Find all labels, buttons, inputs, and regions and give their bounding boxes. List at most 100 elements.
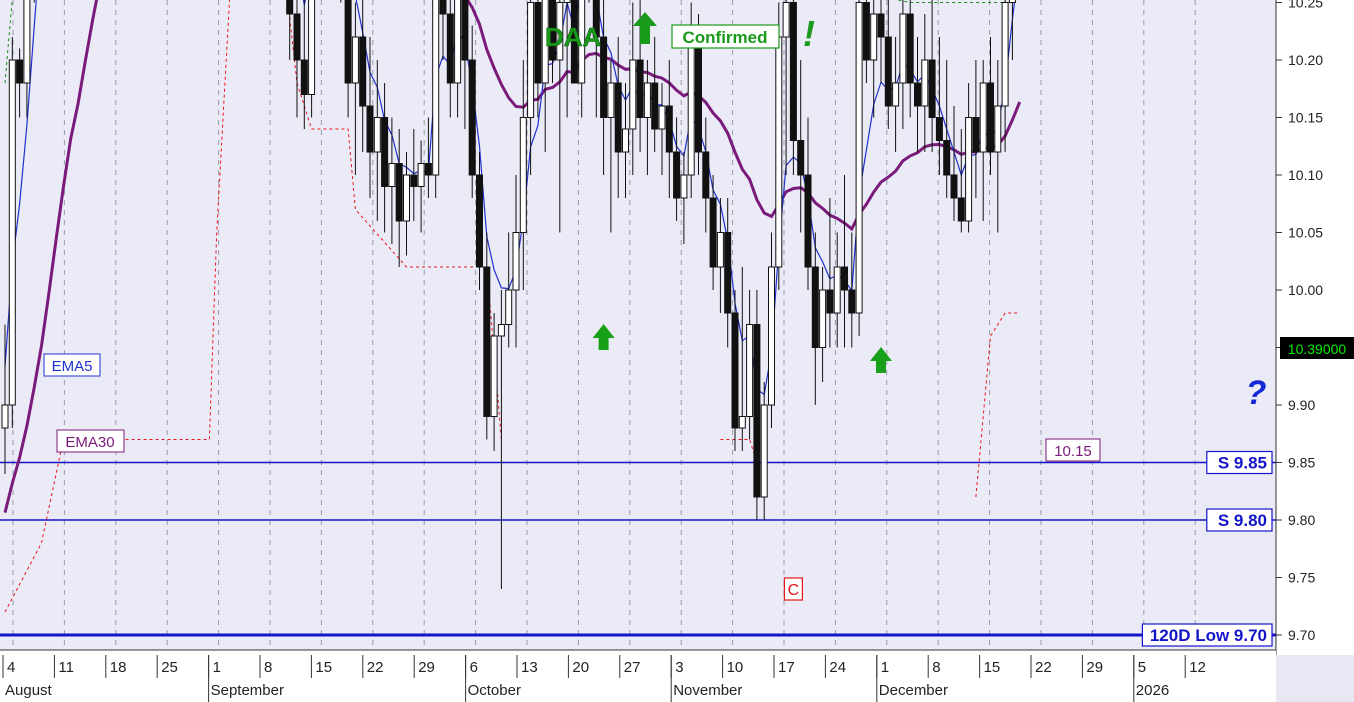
date-tick-label: 27 [624,659,641,676]
candle-body [344,0,352,84]
date-tick-label: 11 [58,659,74,676]
ema30-label-box [56,429,125,453]
level-label-box [1206,450,1273,475]
trailing-stop-red [4,0,502,613]
date-tick-label: 3 [675,659,683,676]
confirmed-badge [671,24,780,49]
candle-body [709,197,717,268]
question-icon: ? [1246,374,1267,412]
c-marker: C [788,582,800,599]
date-tick-label: 12 [1189,659,1206,676]
price-tick-label: 10.10 [1288,167,1323,183]
candle-body [833,266,841,314]
candle-body [702,151,710,199]
date-tick-label: 29 [1086,659,1103,676]
candle-body [351,36,359,84]
candle-body [797,140,805,176]
candle-body [578,0,586,84]
candle-body [570,0,578,84]
candle-body [651,82,659,130]
date-tick-label: 8 [264,659,272,676]
date-tick-label: 4 [7,659,15,676]
date-tick-label: 20 [572,659,589,676]
candle-body [935,117,943,141]
candle-body [724,232,732,314]
candle-body [1,404,9,429]
date-ticks: 4 11 18 25 1 8 15 22 29 6 13 20 27 3 10 17 24 1 8 15 22 29 5 12… [2,655,1206,702]
candle-body [519,117,527,233]
month-label: September [211,682,284,699]
candle-body [446,13,454,84]
price-tick-label: 10.25 [1288,0,1323,11]
month-label: November [673,682,742,699]
candle-body [534,2,542,84]
candle-body [987,82,994,153]
candle-body [782,2,790,38]
candle-body [965,117,973,222]
last-price: 10.39000 [1288,341,1347,357]
confirmed-text: Confirmed [683,28,768,47]
price-tick-label: 9.85 [1288,455,1315,471]
candle-body [1001,2,1009,107]
level-label: S 9.85 [1218,454,1267,473]
candle-body [512,232,520,291]
candle-body [870,13,878,61]
candle-body [636,59,644,118]
c-marker-box [783,577,804,601]
candle-body [841,266,848,291]
candle-body [308,0,316,95]
candle-body [665,105,673,153]
candle-body [403,174,410,222]
level-label-box [1141,623,1273,647]
ema5-line [4,0,1016,396]
ema-lines [3,0,1022,513]
candle-body [607,82,615,118]
exclaim-mark: ! [803,13,815,54]
candle-body [410,174,418,187]
level-label: 120D Low 9.70 [1150,626,1267,645]
candle-body [979,82,987,153]
date-tick-label: 13 [521,659,538,676]
candle-body [592,0,600,38]
candle-body [8,59,16,406]
candle-body [680,174,688,199]
price-axis [1276,0,1354,655]
ema30-value: 10.15 [1054,443,1092,460]
signal-markers: CCC [592,324,892,601]
candle-body [629,59,637,130]
date-tick-label: 15 [984,659,1001,676]
level-label: S 9.80 [1218,511,1267,530]
date-tick-label: 25 [161,659,178,676]
candle-body [906,13,914,84]
candle-body [439,0,447,15]
date-tick-label: 8 [932,659,940,676]
date-tick-label: 6 [470,659,478,676]
candle-body [432,0,440,176]
candle-body [716,232,724,268]
ema5-label: EMA5 [52,358,93,375]
candle-body [921,59,929,107]
candle-body [600,36,608,118]
candle-body [490,335,498,417]
date-tick-label: 10 [727,659,744,676]
candle-body [556,2,564,61]
price-tick-label: 9.90 [1288,397,1315,413]
month-label: August [5,682,53,699]
vertical-grid [12,0,1196,650]
candle-body [643,82,651,118]
up-arrow-icon [633,12,657,44]
candle-body [563,0,571,3]
candle-body [972,117,980,153]
candle-body [753,324,761,498]
up-arrow-icon [870,347,892,373]
candle-body [549,0,556,61]
date-tick-label: 1 [881,659,889,676]
candle-body [687,36,695,176]
trailing-stop-red [975,312,1020,498]
candle-body [819,289,827,348]
candle-body [855,2,863,314]
price-tick-label: 10.20 [1288,52,1323,68]
date-tick-label: 29 [418,659,435,676]
candle-body [622,128,629,153]
